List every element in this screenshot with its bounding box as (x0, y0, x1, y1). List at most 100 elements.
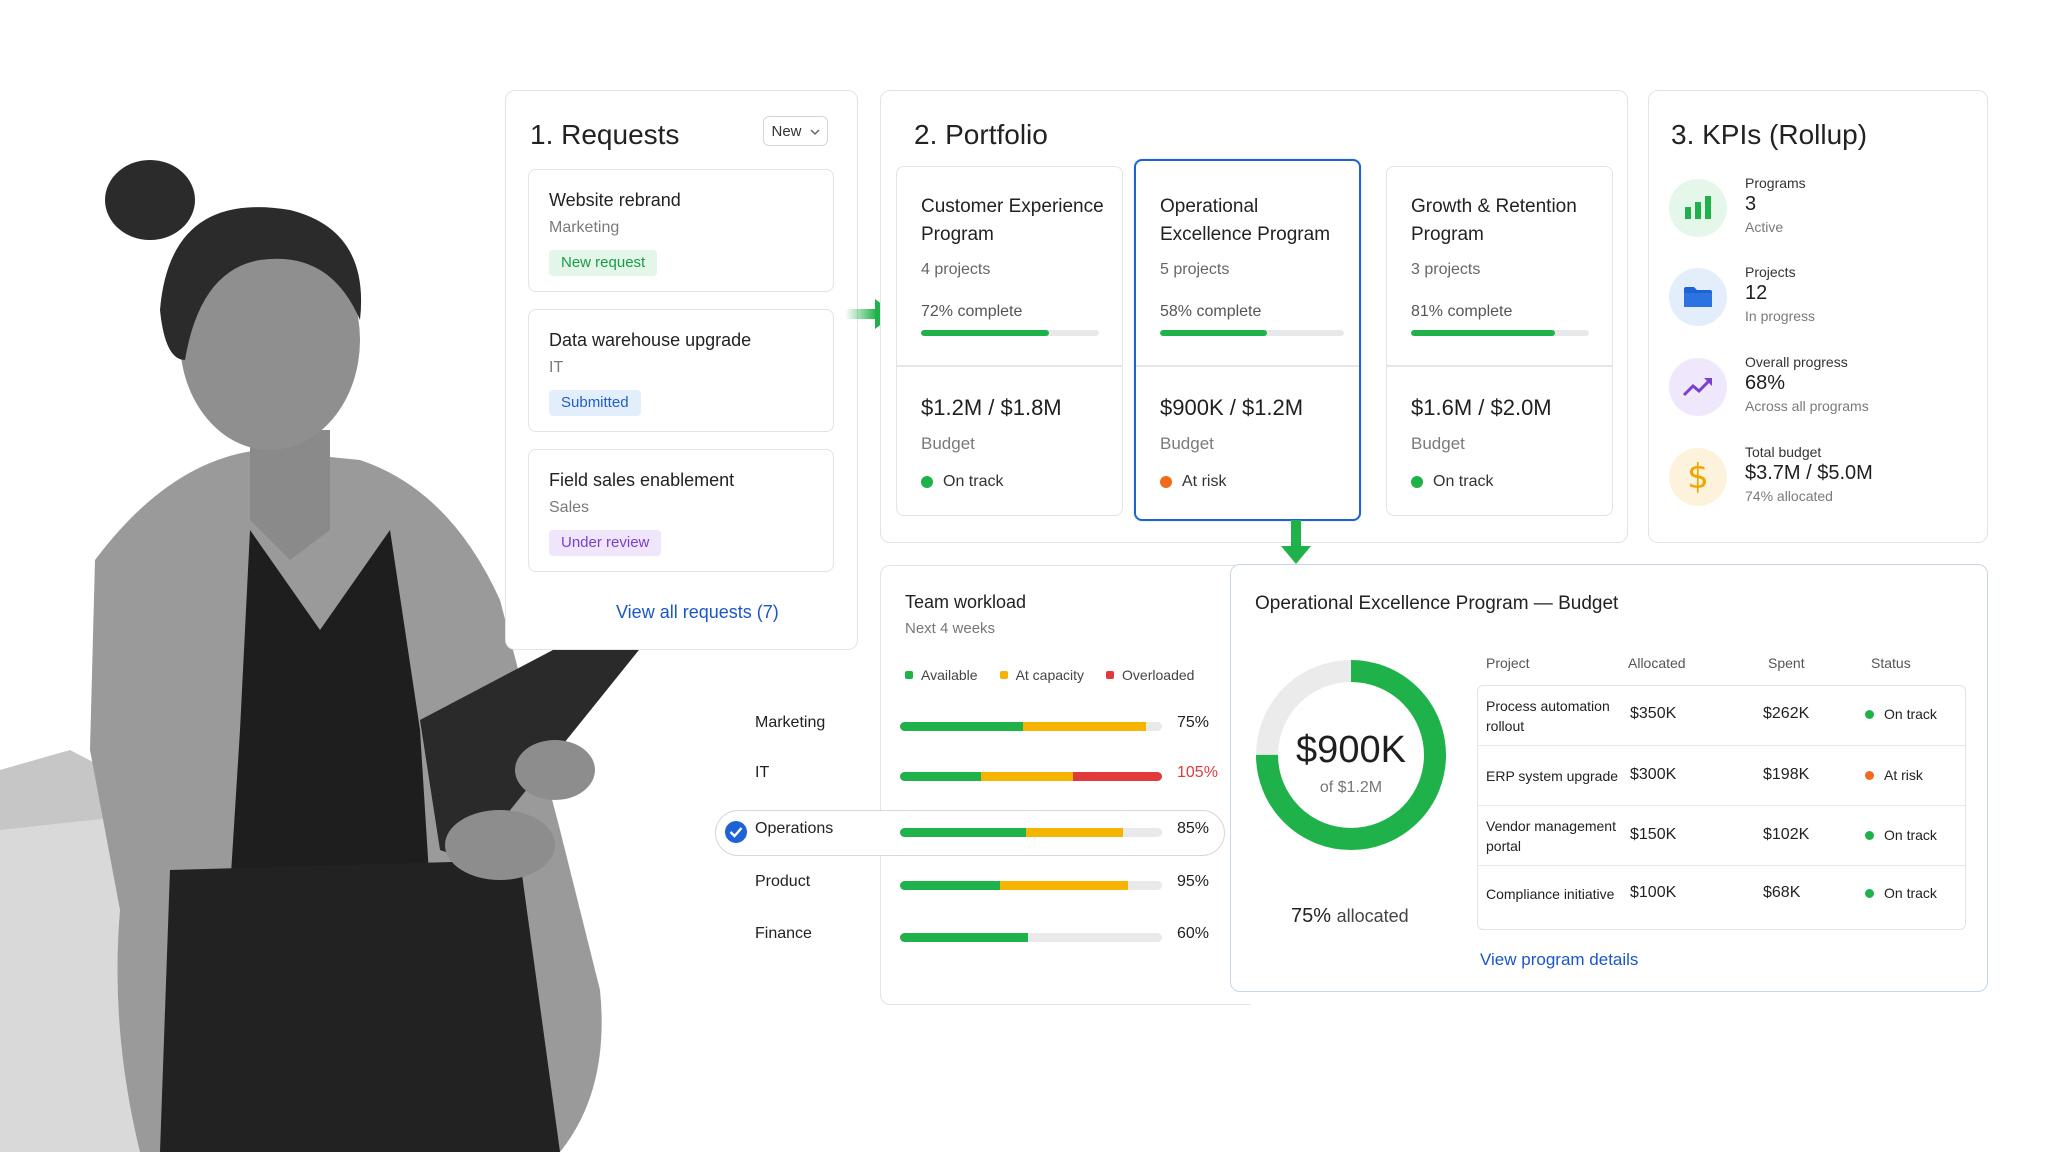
kpis-title: 3. KPIs (Rollup) (1671, 119, 1868, 150)
segment-available (900, 772, 982, 781)
cell-allocated: $300K (1630, 766, 1677, 783)
status-badge: Under review (549, 530, 662, 556)
workload-bar (900, 933, 1162, 942)
workload-title: Team workload (905, 592, 1027, 612)
workload-row-operations[interactable]: Operations 85% (715, 808, 1225, 858)
request-card-data-warehouse[interactable]: Data warehouse upgrade IT Submitted (528, 309, 834, 432)
divider (897, 365, 1122, 367)
workload-panel (880, 565, 1250, 1005)
request-dept: Marketing (549, 219, 620, 236)
view-all-requests-link[interactable]: View all requests (7) (616, 602, 779, 622)
program-progress-bar (921, 330, 1099, 336)
kpi-sub: 74% allocated (1745, 488, 1833, 504)
dollar-icon: $ (1669, 448, 1727, 506)
legend-at-capacity: At capacity (999, 667, 1085, 683)
program-card-growth-retention[interactable]: Growth & Retention Program 3 projects 81… (1386, 166, 1613, 516)
kpi-value: 68% (1745, 372, 1786, 394)
new-request-button[interactable]: New (763, 116, 828, 146)
legend-label: At capacity (1015, 667, 1085, 683)
cell-spent: $102K (1763, 826, 1810, 843)
program-budget-label: Budget (1411, 434, 1465, 453)
program-card-operational-excellence[interactable]: Operational Excellence Program 5 project… (1134, 159, 1361, 521)
team-name: Operations (755, 820, 834, 837)
status-badge: Submitted (549, 390, 641, 416)
status-text: On track (1884, 885, 1937, 901)
workload-row-it[interactable]: IT 105% (715, 752, 1225, 802)
status-text: On track (1884, 827, 1937, 843)
program-name: Operational Excellence Program (1160, 196, 1331, 245)
program-status: At risk (1160, 473, 1226, 491)
request-dept: Sales (549, 499, 590, 516)
workload-row-product[interactable]: Product 95% (715, 861, 1225, 911)
workload-legend: Available At capacity Overloaded (905, 667, 1194, 683)
request-title: Data warehouse upgrade (549, 330, 752, 350)
view-program-details-link[interactable]: View program details (1480, 950, 1639, 969)
legend-available: Available (905, 667, 978, 683)
cell-allocated: $150K (1630, 826, 1677, 843)
program-progress-bar (1160, 330, 1344, 336)
workload-bar (900, 881, 1162, 890)
program-budget: $1.6M / $2.0M (1411, 395, 1552, 420)
program-budget-label: Budget (1160, 434, 1214, 453)
budget-donut: $900K of $1.2M (1253, 657, 1449, 853)
request-card-field-sales[interactable]: Field sales enablement Sales Under revie… (528, 449, 834, 572)
workload-row-marketing[interactable]: Marketing 75% (715, 702, 1225, 752)
status-dot (1865, 770, 1874, 780)
segment-available (900, 722, 1024, 731)
cell-project: ERP system upgrade (1486, 768, 1619, 784)
status-dot (1411, 476, 1423, 488)
program-budget: $900K / $1.2M (1160, 395, 1304, 420)
check-circle-icon (724, 820, 748, 849)
segment-available (900, 881, 1000, 890)
col-header-allocated: Allocated (1628, 655, 1686, 671)
program-budget: $1.2M / $1.8M (921, 395, 1062, 420)
cell-allocated: $350K (1630, 705, 1677, 722)
kpi-sub: In progress (1745, 308, 1816, 324)
status-badge: New request (549, 250, 658, 276)
kpi-value: 12 (1745, 282, 1768, 304)
workload-pct: 95% (1177, 873, 1210, 890)
request-card-website-rebrand[interactable]: Website rebrand Marketing New request (528, 169, 834, 292)
request-dept: IT (549, 359, 564, 376)
trend-up-icon (1669, 358, 1727, 416)
cell-spent: $198K (1763, 766, 1810, 783)
kpi-sub: Across all programs (1745, 398, 1869, 414)
program-progress-bar (1411, 330, 1589, 336)
program-card-customer-experience[interactable]: Customer Experience Program 4 projects 7… (896, 166, 1123, 516)
program-projects: 4 projects (921, 261, 991, 278)
allocated-summary: 75% allocated (1291, 905, 1409, 928)
segment-at-capacity (999, 881, 1128, 890)
cell-project: Vendor management portal (1486, 818, 1616, 854)
request-title: Field sales enablement (549, 470, 735, 490)
cell-status: On track (1865, 706, 1937, 722)
table-row[interactable]: Vendor management portal $150K $102K On … (1478, 806, 1965, 866)
cell-spent: $68K (1763, 884, 1801, 901)
table-row[interactable]: Compliance initiative $100K $68K On trac… (1478, 866, 1965, 926)
status-dot (1865, 709, 1874, 719)
workload-pct: 60% (1177, 925, 1210, 942)
workload-subtitle: Next 4 weeks (905, 620, 996, 637)
portfolio-panel: 2. Portfolio Customer Experience Program… (880, 90, 1628, 543)
table-row[interactable]: Process automation rollout $350K $262K O… (1478, 686, 1965, 746)
segment-overloaded (1072, 772, 1162, 781)
workload-row-finance[interactable]: Finance 60% (715, 913, 1225, 963)
workload-pct: 75% (1177, 714, 1210, 731)
cell-project: Process automation rollout (1486, 698, 1610, 734)
col-header-status: Status (1871, 655, 1911, 671)
col-header-spent: Spent (1768, 655, 1805, 671)
workload-pct: 105% (1177, 764, 1218, 781)
kpi-programs: Programs 3 Active (1669, 175, 1969, 255)
program-name: Growth & Retention Program (1411, 196, 1577, 245)
segment-at-capacity (1023, 722, 1147, 731)
segment-at-capacity (1025, 828, 1123, 837)
program-status: On track (921, 473, 1003, 491)
legend-overloaded: Overloaded (1106, 667, 1194, 683)
kpi-label: Programs (1745, 175, 1806, 191)
team-name: Product (755, 873, 811, 890)
status-text: At risk (1884, 767, 1923, 783)
workload-bar (900, 828, 1162, 837)
table-row[interactable]: ERP system upgrade $300K $198K At risk (1478, 746, 1965, 806)
kpi-total-budget: $ Total budget $3.7M / $5.0M 74% allocat… (1669, 444, 1969, 524)
bar-chart-icon (1669, 179, 1727, 237)
cell-spent: $262K (1763, 705, 1810, 722)
